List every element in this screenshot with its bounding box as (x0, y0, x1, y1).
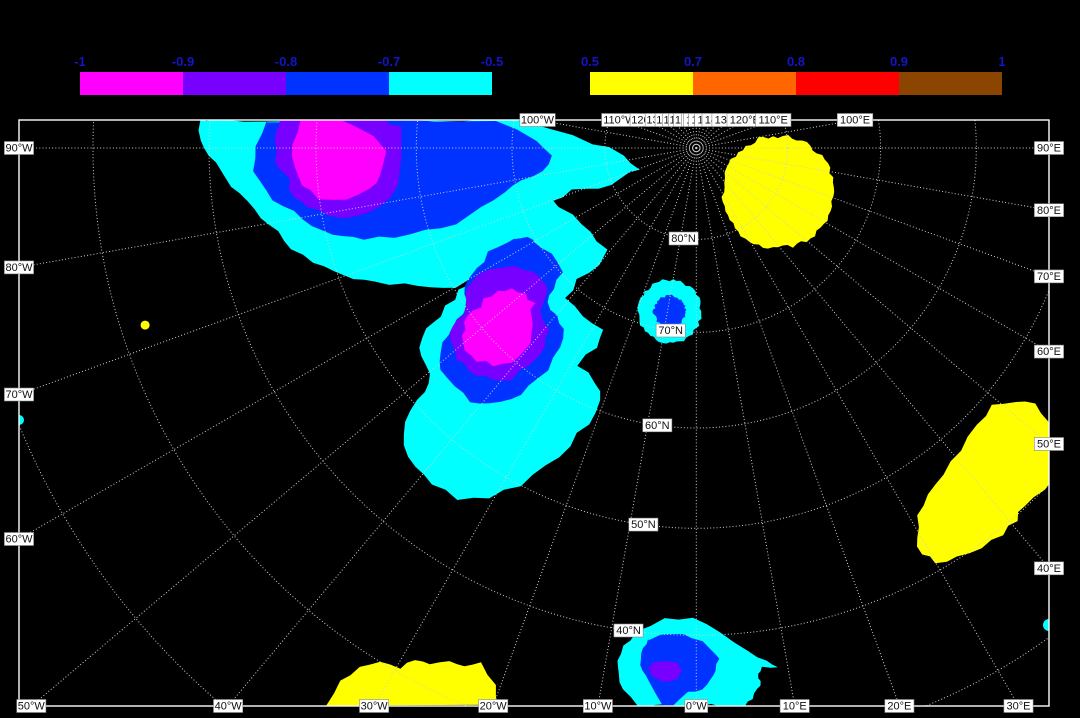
svg-text:50°N: 50°N (631, 519, 656, 531)
svg-text:0.7: 0.7 (684, 54, 702, 69)
svg-text:-0.7: -0.7 (378, 54, 400, 69)
svg-text:40°W: 40°W (215, 701, 243, 713)
svg-text:10°W: 10°W (584, 701, 612, 713)
svg-text:-0.5: -0.5 (481, 54, 503, 69)
svg-text:50°E: 50°E (1037, 439, 1061, 451)
svg-text:100°E: 100°E (840, 115, 870, 127)
svg-text:-0.8: -0.8 (275, 54, 297, 69)
svg-text:80°N: 80°N (671, 233, 696, 245)
svg-text:60°E: 60°E (1037, 346, 1061, 358)
svg-text:0°W: 0°W (686, 701, 708, 713)
svg-text:90°W: 90°W (5, 143, 33, 155)
svg-text:30°E: 30°E (1007, 701, 1031, 713)
svg-text:70°W: 70°W (5, 389, 33, 401)
svg-text:20°E: 20°E (887, 701, 911, 713)
svg-text:90°E: 90°E (1037, 143, 1061, 155)
svg-text:30°W: 30°W (361, 701, 389, 713)
svg-text:50°W: 50°W (18, 701, 46, 713)
svg-text:10°E: 10°E (783, 701, 807, 713)
svg-text:0.5: 0.5 (581, 54, 599, 69)
svg-text:-0.9: -0.9 (172, 54, 194, 69)
svg-text:20°W: 20°W (480, 701, 508, 713)
svg-text:40°N: 40°N (616, 625, 641, 637)
svg-text:40°E: 40°E (1037, 563, 1061, 575)
svg-text:60°W: 60°W (5, 534, 33, 546)
svg-text:0.9: 0.9 (890, 54, 908, 69)
svg-text:100°W: 100°W (521, 115, 555, 127)
svg-text:70°N: 70°N (658, 325, 683, 337)
svg-text:-1: -1 (74, 54, 86, 69)
svg-text:0.8: 0.8 (787, 54, 805, 69)
svg-text:80°E: 80°E (1037, 205, 1061, 217)
svg-text:60°N: 60°N (645, 420, 670, 432)
svg-text:70°E: 70°E (1037, 271, 1061, 283)
svg-text:110°E: 110°E (759, 115, 788, 127)
svg-text:1: 1 (998, 54, 1005, 69)
svg-text:80°W: 80°W (5, 262, 33, 274)
